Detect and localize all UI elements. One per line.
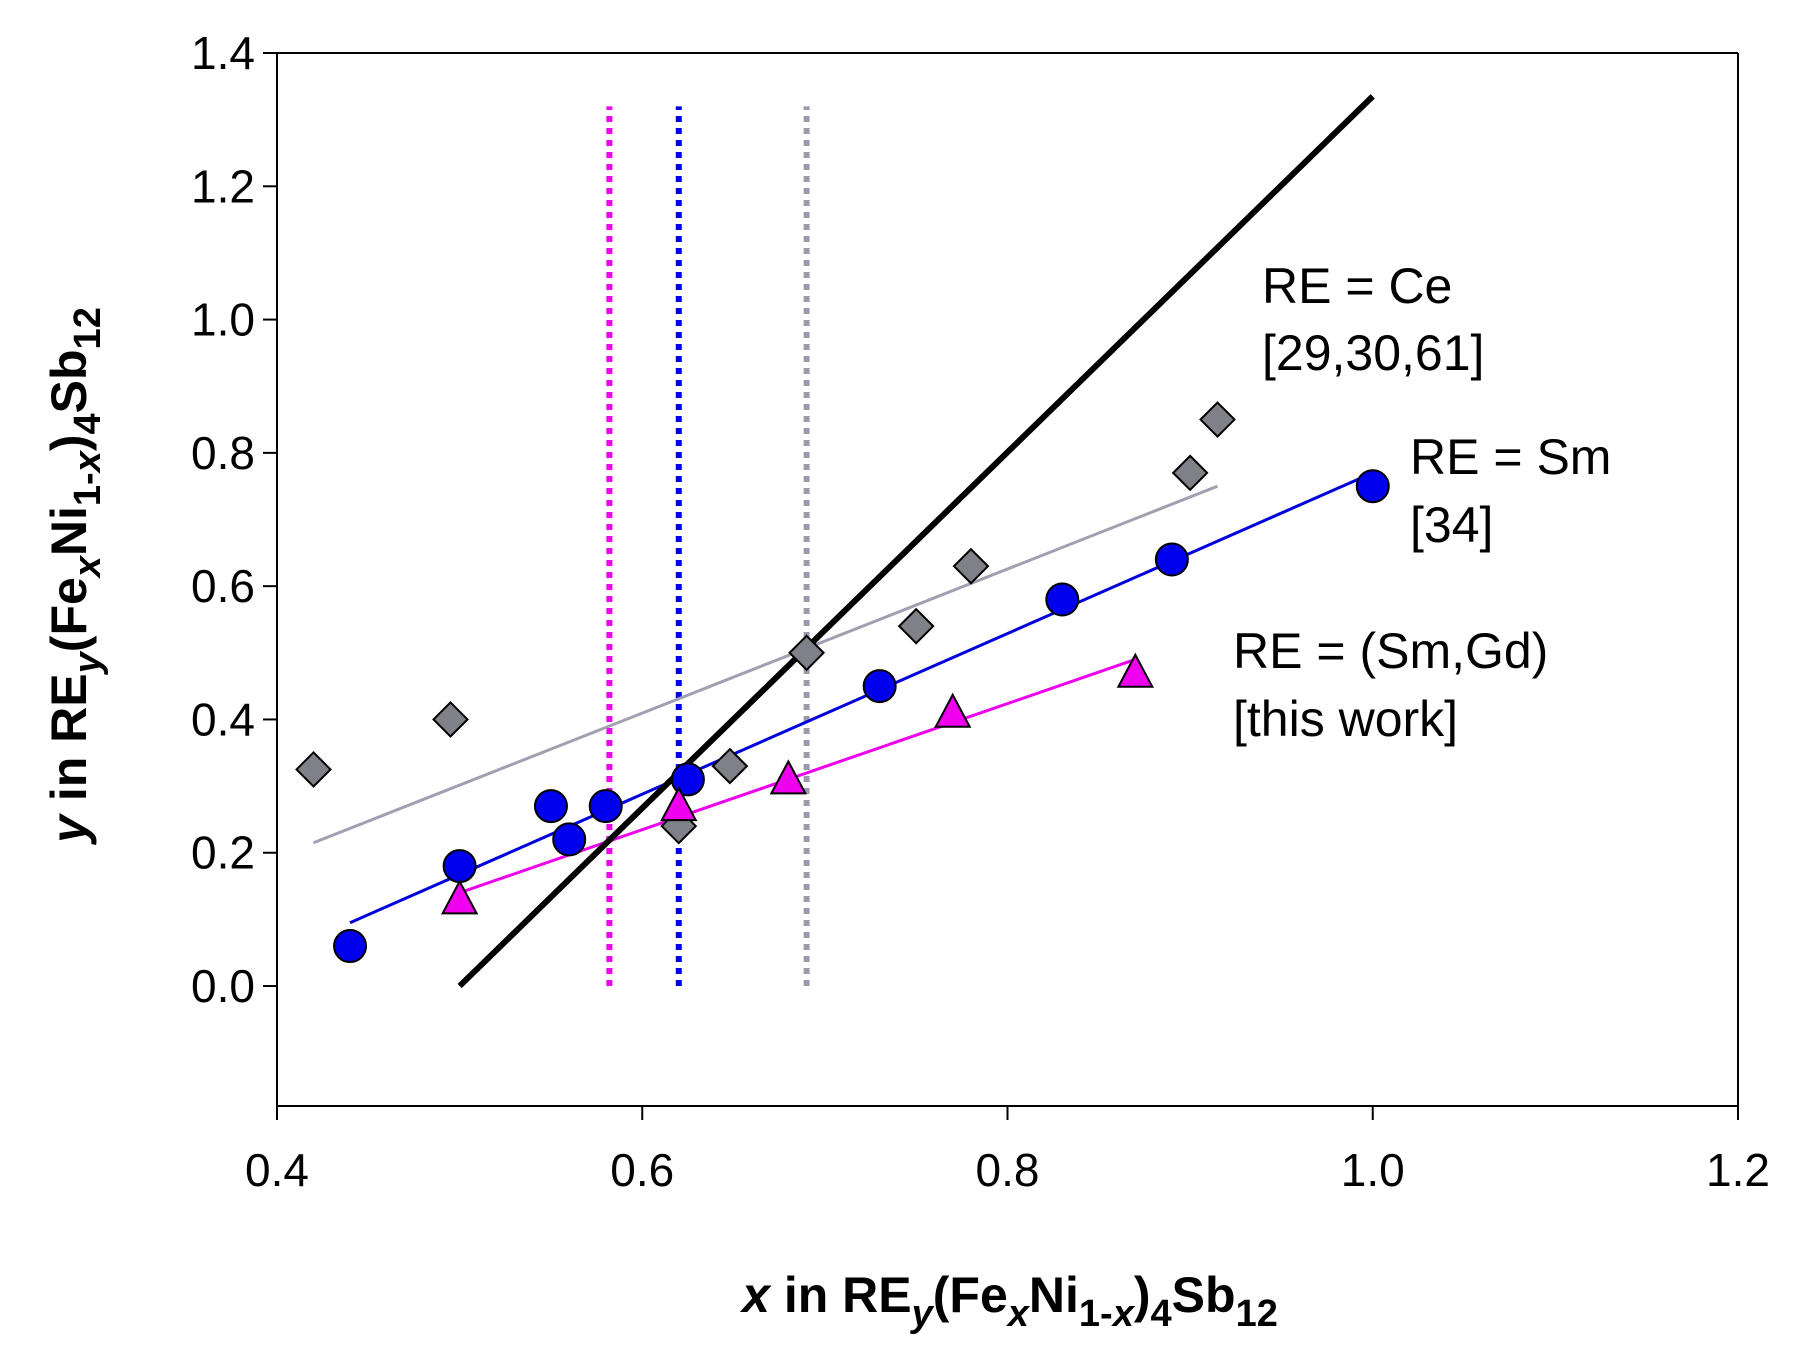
data-point-circle (533, 789, 568, 824)
data-point-diamond (1199, 401, 1236, 438)
y-tick-label: 0.6 (191, 560, 255, 612)
data-point-triangle (440, 879, 479, 915)
data-point-circle (862, 669, 897, 704)
legend-ce-ref: [29,30,61] (1262, 325, 1484, 381)
x-tick-label: 0.6 (610, 1144, 674, 1196)
legend-ce-name: RE = Ce (1262, 258, 1452, 314)
y-tick-label: 0.0 (191, 960, 255, 1012)
y-tick-label: 0.8 (191, 427, 255, 479)
data-point-diamond (952, 547, 990, 585)
data-point-triangle (660, 785, 698, 822)
x-tick-labels: 0.4 0.6 0.8 1.0 1.2 (245, 1144, 1770, 1196)
reference-line (457, 94, 1375, 989)
y-tick-label: 0.4 (191, 693, 255, 745)
data-point-diamond (295, 751, 332, 788)
x-tick-label: 1.0 (1341, 1144, 1405, 1196)
data-point-diamond (1171, 454, 1209, 492)
fit-line-sm (349, 471, 1374, 925)
data-point-diamond (432, 701, 469, 738)
y-axis-label: y in REy(FexNi1-x)4Sb12 (41, 307, 109, 846)
y-tick-label: 1.0 (191, 294, 255, 346)
x-tick-label: 0.4 (245, 1144, 309, 1196)
data-point-triangle (769, 759, 808, 795)
data-point-diamond (897, 607, 935, 645)
data-point-diamond (788, 634, 826, 672)
data-point-circle (1045, 582, 1080, 617)
y-tick-label: 0.2 (191, 827, 255, 879)
data-point-circle (1154, 542, 1189, 577)
axes (276, 52, 1739, 1107)
legend-smgd-name: RE = (Sm,Gd) (1233, 623, 1548, 679)
y-tick-label: 1.4 (191, 27, 255, 79)
data-point-triangle (1116, 652, 1155, 688)
tick-marks (263, 52, 1739, 1120)
legend-sm-name: RE = Sm (1410, 429, 1611, 485)
y-tick-labels: 1.4 1.2 1.0 0.8 0.6 0.4 0.2 0.0 (191, 27, 255, 1012)
reference-line-segment (457, 94, 1375, 989)
x-tick-label: 0.8 (976, 1144, 1040, 1196)
y-tick-label: 1.2 (191, 160, 255, 212)
fit-line-smgd (459, 658, 1136, 895)
data-point-circle (588, 789, 623, 824)
legend-sm-ref: [34] (1410, 497, 1493, 553)
data-point-circle (552, 822, 587, 857)
data-point-circle (333, 929, 368, 964)
threshold-lines (606, 106, 810, 987)
legend-smgd-ref: [this work] (1233, 691, 1458, 747)
data-point-circle (670, 762, 705, 797)
data-point-circle (442, 849, 477, 884)
fit-line-ce (312, 484, 1219, 845)
data-point-circle (1355, 469, 1390, 504)
x-axis-label: x in REy(FexNi1-x)4Sb12 (739, 1267, 1278, 1335)
data-point-diamond (711, 747, 749, 785)
data-points (295, 401, 1390, 964)
data-point-triangle (934, 692, 972, 728)
x-tick-label: 1.2 (1706, 1144, 1770, 1196)
